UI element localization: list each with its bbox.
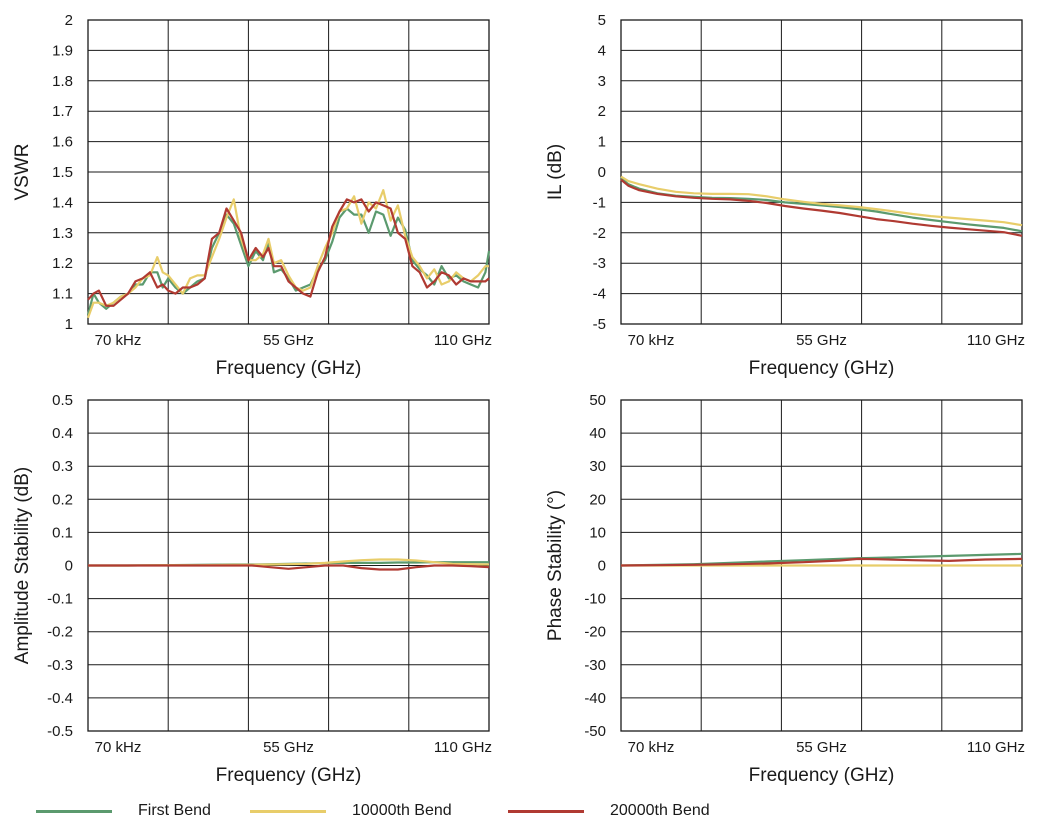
x-axis-title: Frequency (GHz) [216,358,362,379]
y-tick-label: -2 [593,225,606,242]
y-tick-label: 1.1 [52,286,73,303]
y-tick-label: 4 [598,42,606,59]
y-tick-label: -3 [593,255,606,272]
x-tick-label: 55 GHz [796,332,847,349]
x-tick-label: 110 GHz [967,332,1025,349]
y-tick-label: -5 [593,316,606,333]
x-tick-label: 55 GHz [796,739,847,756]
y-tick-label: 0.2 [52,491,73,508]
series-line-20000th-bend [88,564,490,571]
y-tick-label: 1.4 [52,194,73,211]
legend-swatch-10000th-bend [250,809,326,813]
y-tick-label: 0 [598,558,606,575]
x-axis-title: Frequency (GHz) [749,358,895,379]
x-tick-label: 70 kHz [95,739,142,756]
y-tick-label: -0.3 [47,657,73,674]
y-tick-label: 1 [65,316,73,333]
series-line-20000th-bend [87,198,490,307]
y-tick-label: 1.7 [52,103,73,120]
y-tick-label: -0.4 [47,690,73,707]
y-axis-title: IL (dB) [545,144,566,200]
y-tick-label: 30 [589,458,606,475]
series-line-10000th-bend [86,189,489,319]
chart-panel-4: -50 -40 -30 -20 -10 0 10 20 30 40 50 70 kHz 55 GHz 11… [545,392,1025,786]
y-tick-label: -1 [593,194,606,211]
x-tick-label: 110 GHz [967,739,1025,756]
x-tick-label: 55 GHz [263,739,314,756]
y-axis-title: Amplitude Stability (dB) [12,467,33,664]
legend-label-10000th-bend: 10000th Bend [352,802,452,819]
y-tick-label: -30 [584,657,606,674]
y-tick-label: 1.9 [52,42,73,59]
legend-swatch-first-bend [36,809,112,813]
y-tick-label: 1.2 [52,255,73,272]
x-tick-label: 70 kHz [628,739,675,756]
x-tick-label: 55 GHz [263,332,314,349]
legend-item-10000th-bend: 10000th Bend [250,800,452,822]
y-tick-label: 2 [65,12,73,29]
plot-frame [620,19,1023,325]
y-tick-label: -40 [584,690,606,707]
x-axis-title: Frequency (GHz) [749,765,895,786]
y-axis-title: Phase Stability (°) [545,490,566,641]
plot-frame [87,19,490,325]
legend-swatch-20000th-bend [508,809,584,813]
y-tick-label: 1.3 [52,225,73,242]
x-tick-label: 70 kHz [628,332,675,349]
y-tick-label: 0 [65,558,73,575]
y-tick-label: 1.5 [52,164,73,181]
y-tick-label: -10 [584,591,606,608]
y-tick-label: -4 [593,286,606,303]
y-tick-label: 50 [589,392,606,409]
y-tick-label: 3 [598,73,606,90]
y-tick-label: 1.8 [52,73,73,90]
y-tick-label: 0.3 [52,458,73,475]
series-line-20000th-bend [620,178,1023,237]
series-line-10000th-bend [620,175,1023,227]
x-axis-title: Frequency (GHz) [216,765,362,786]
y-tick-label: -50 [584,723,606,740]
legend-item-20000th-bend: 20000th Bend [508,800,710,822]
legend-label-first-bend: First Bend [138,802,211,819]
y-tick-label: -0.5 [47,723,73,740]
y-tick-label: 0 [598,164,606,181]
legend-label-20000th-bend: 20000th Bend [610,802,710,819]
y-tick-label: -0.2 [47,624,73,641]
legend: First Bend 10000th Bend 20000th Bend [0,800,1047,822]
chart-panel-1: 1 1.1 1.2 1.3 1.4 1.5 1.6 1.7 1.8 1.9 2 70 kHz 55 GH… [12,12,492,379]
series-line-first-bend [86,207,491,316]
y-tick-label: 40 [589,425,606,442]
series-line-20000th-bend [620,557,1023,567]
y-tick-label: 10 [589,524,606,541]
y-tick-label: 5 [598,12,606,29]
y-tick-label: 0.4 [52,425,73,442]
y-tick-label: 0.5 [52,392,73,409]
y-tick-label: -0.1 [47,591,73,608]
y-tick-label: 0.1 [52,524,73,541]
y-tick-label: -20 [584,624,606,641]
chart-panel-3: -0.5 -0.4 -0.3 -0.2 -0.1 0 0.1 0.2 0.3 0.4 0.5 70 k… [12,392,492,786]
y-axis-title: VSWR [12,144,33,201]
x-tick-label: 110 GHz [434,332,492,349]
chart-panel-2: -5 -4 -3 -2 -1 0 1 2 3 4 5 70 kHz 55 GHz 110 GHz Frequ… [545,12,1025,379]
legend-item-first-bend: First Bend [36,800,211,822]
y-tick-label: 2 [598,103,606,120]
y-tick-label: 1 [598,134,606,151]
y-tick-label: 20 [589,491,606,508]
x-tick-label: 70 kHz [95,332,142,349]
x-tick-label: 110 GHz [434,739,492,756]
y-tick-label: 1.6 [52,134,73,151]
